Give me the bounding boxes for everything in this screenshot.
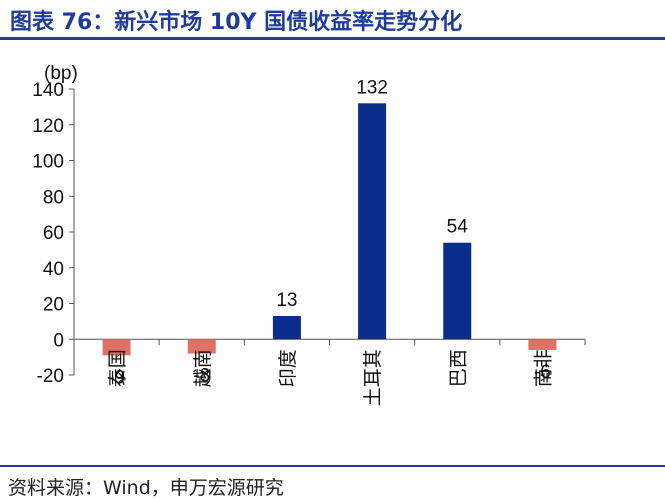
category-label-2: 越南 (192, 349, 214, 387)
y-tick-label: 120 (32, 116, 64, 137)
footer-rule (0, 465, 665, 467)
y-tick-label: 80 (43, 187, 64, 208)
category-label-1: 泰国 (107, 349, 129, 387)
data-label-1: -9 (108, 367, 125, 388)
bar-4 (358, 103, 387, 340)
data-label-4: 132 (356, 77, 388, 98)
y-tick-label: 0 (53, 330, 64, 351)
y-axis-unit-label: (bp) (44, 63, 78, 84)
data-label-5: 54 (447, 217, 469, 238)
category-label-3: 印度 (277, 349, 299, 387)
y-tick-label: 20 (43, 295, 64, 316)
y-tick-label: 140 (32, 80, 64, 101)
y-tick-label: -20 (37, 366, 64, 387)
page-title: 图表 76：新兴市场 10Y 国债收益率走势分化 (10, 10, 463, 35)
data-label-3: 13 (276, 290, 297, 311)
data-label-2: -8 (193, 366, 210, 387)
y-tick-label: 60 (43, 223, 64, 244)
title-underline (0, 37, 665, 40)
category-label-5: 巴西 (447, 349, 469, 387)
bar-3 (272, 316, 301, 340)
bar-2 (187, 339, 216, 354)
bar-6 (528, 339, 557, 350)
bar-5 (443, 242, 472, 340)
data-label-6: -6 (534, 362, 551, 383)
y-tick-label: 100 (32, 152, 64, 173)
category-label-6: 南非 (532, 349, 554, 387)
bar-1 (102, 339, 131, 356)
source-note: 资料来源：Wind，申万宏源研究 (8, 477, 284, 499)
category-label-4: 土耳其 (362, 349, 384, 406)
y-tick-label: 40 (43, 259, 64, 280)
